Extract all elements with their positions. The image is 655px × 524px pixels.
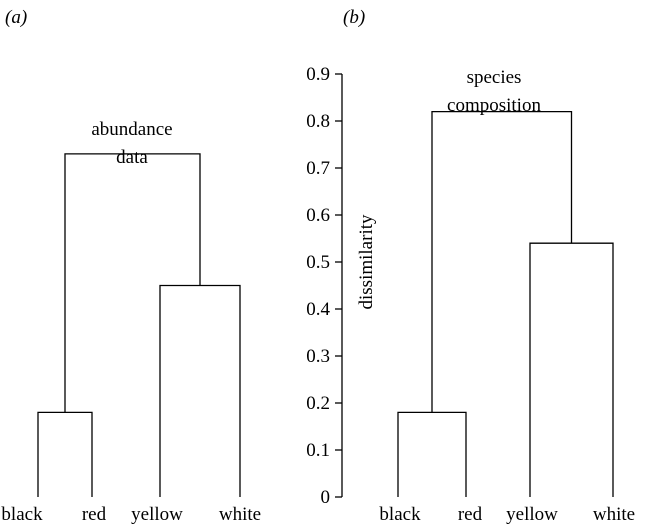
dendrogram-link-1: [397, 411, 467, 497]
dendrogram-link-2: [159, 284, 241, 497]
panel-b: black red yellow white (b) species composition…: [306, 7, 635, 524]
leaf-label-yellow: yellow: [131, 504, 183, 524]
y-axis-label: dissimilarity: [356, 214, 377, 310]
leaf-label-yellow: yellow: [506, 504, 558, 524]
leaf-label-red: red: [458, 504, 483, 524]
leaf-label-white: white: [219, 504, 261, 524]
panel-label: (b): [343, 7, 365, 28]
leaf-label-white: white: [593, 504, 635, 524]
annotation-line-2: composition: [447, 95, 541, 116]
y-tick-label: 0.9: [306, 64, 330, 85]
panel-a: black red yellow white (a) abundance data: [1, 7, 261, 524]
leaf-label-red: red: [82, 504, 107, 524]
dendrogram-link-1: [37, 411, 93, 497]
y-tick-label: 0.5: [306, 252, 330, 273]
y-tick-label: 0.3: [306, 346, 330, 367]
y-tick-label: 0.6: [306, 205, 330, 226]
y-tick-label: 0.8: [306, 111, 330, 132]
annotation-line-1: species: [467, 67, 522, 88]
y-tick-label: 0: [321, 487, 331, 508]
panel-label: (a): [5, 7, 27, 28]
y-tick-label: 0.1: [306, 440, 330, 461]
y-tick-label: 0.7: [306, 158, 330, 179]
dendrogram-link-2: [529, 242, 614, 497]
leaf-label-black: black: [379, 504, 421, 524]
leaf-label-black: black: [1, 504, 43, 524]
dendrogram-link-3: [431, 110, 573, 413]
annotation-line-2: data: [116, 147, 148, 168]
y-tick-label: 0.2: [306, 393, 330, 414]
dendrogram-link-3: [64, 153, 201, 413]
annotation-line-1: abundance: [91, 119, 172, 140]
y-tick-label: 0.4: [306, 299, 330, 320]
